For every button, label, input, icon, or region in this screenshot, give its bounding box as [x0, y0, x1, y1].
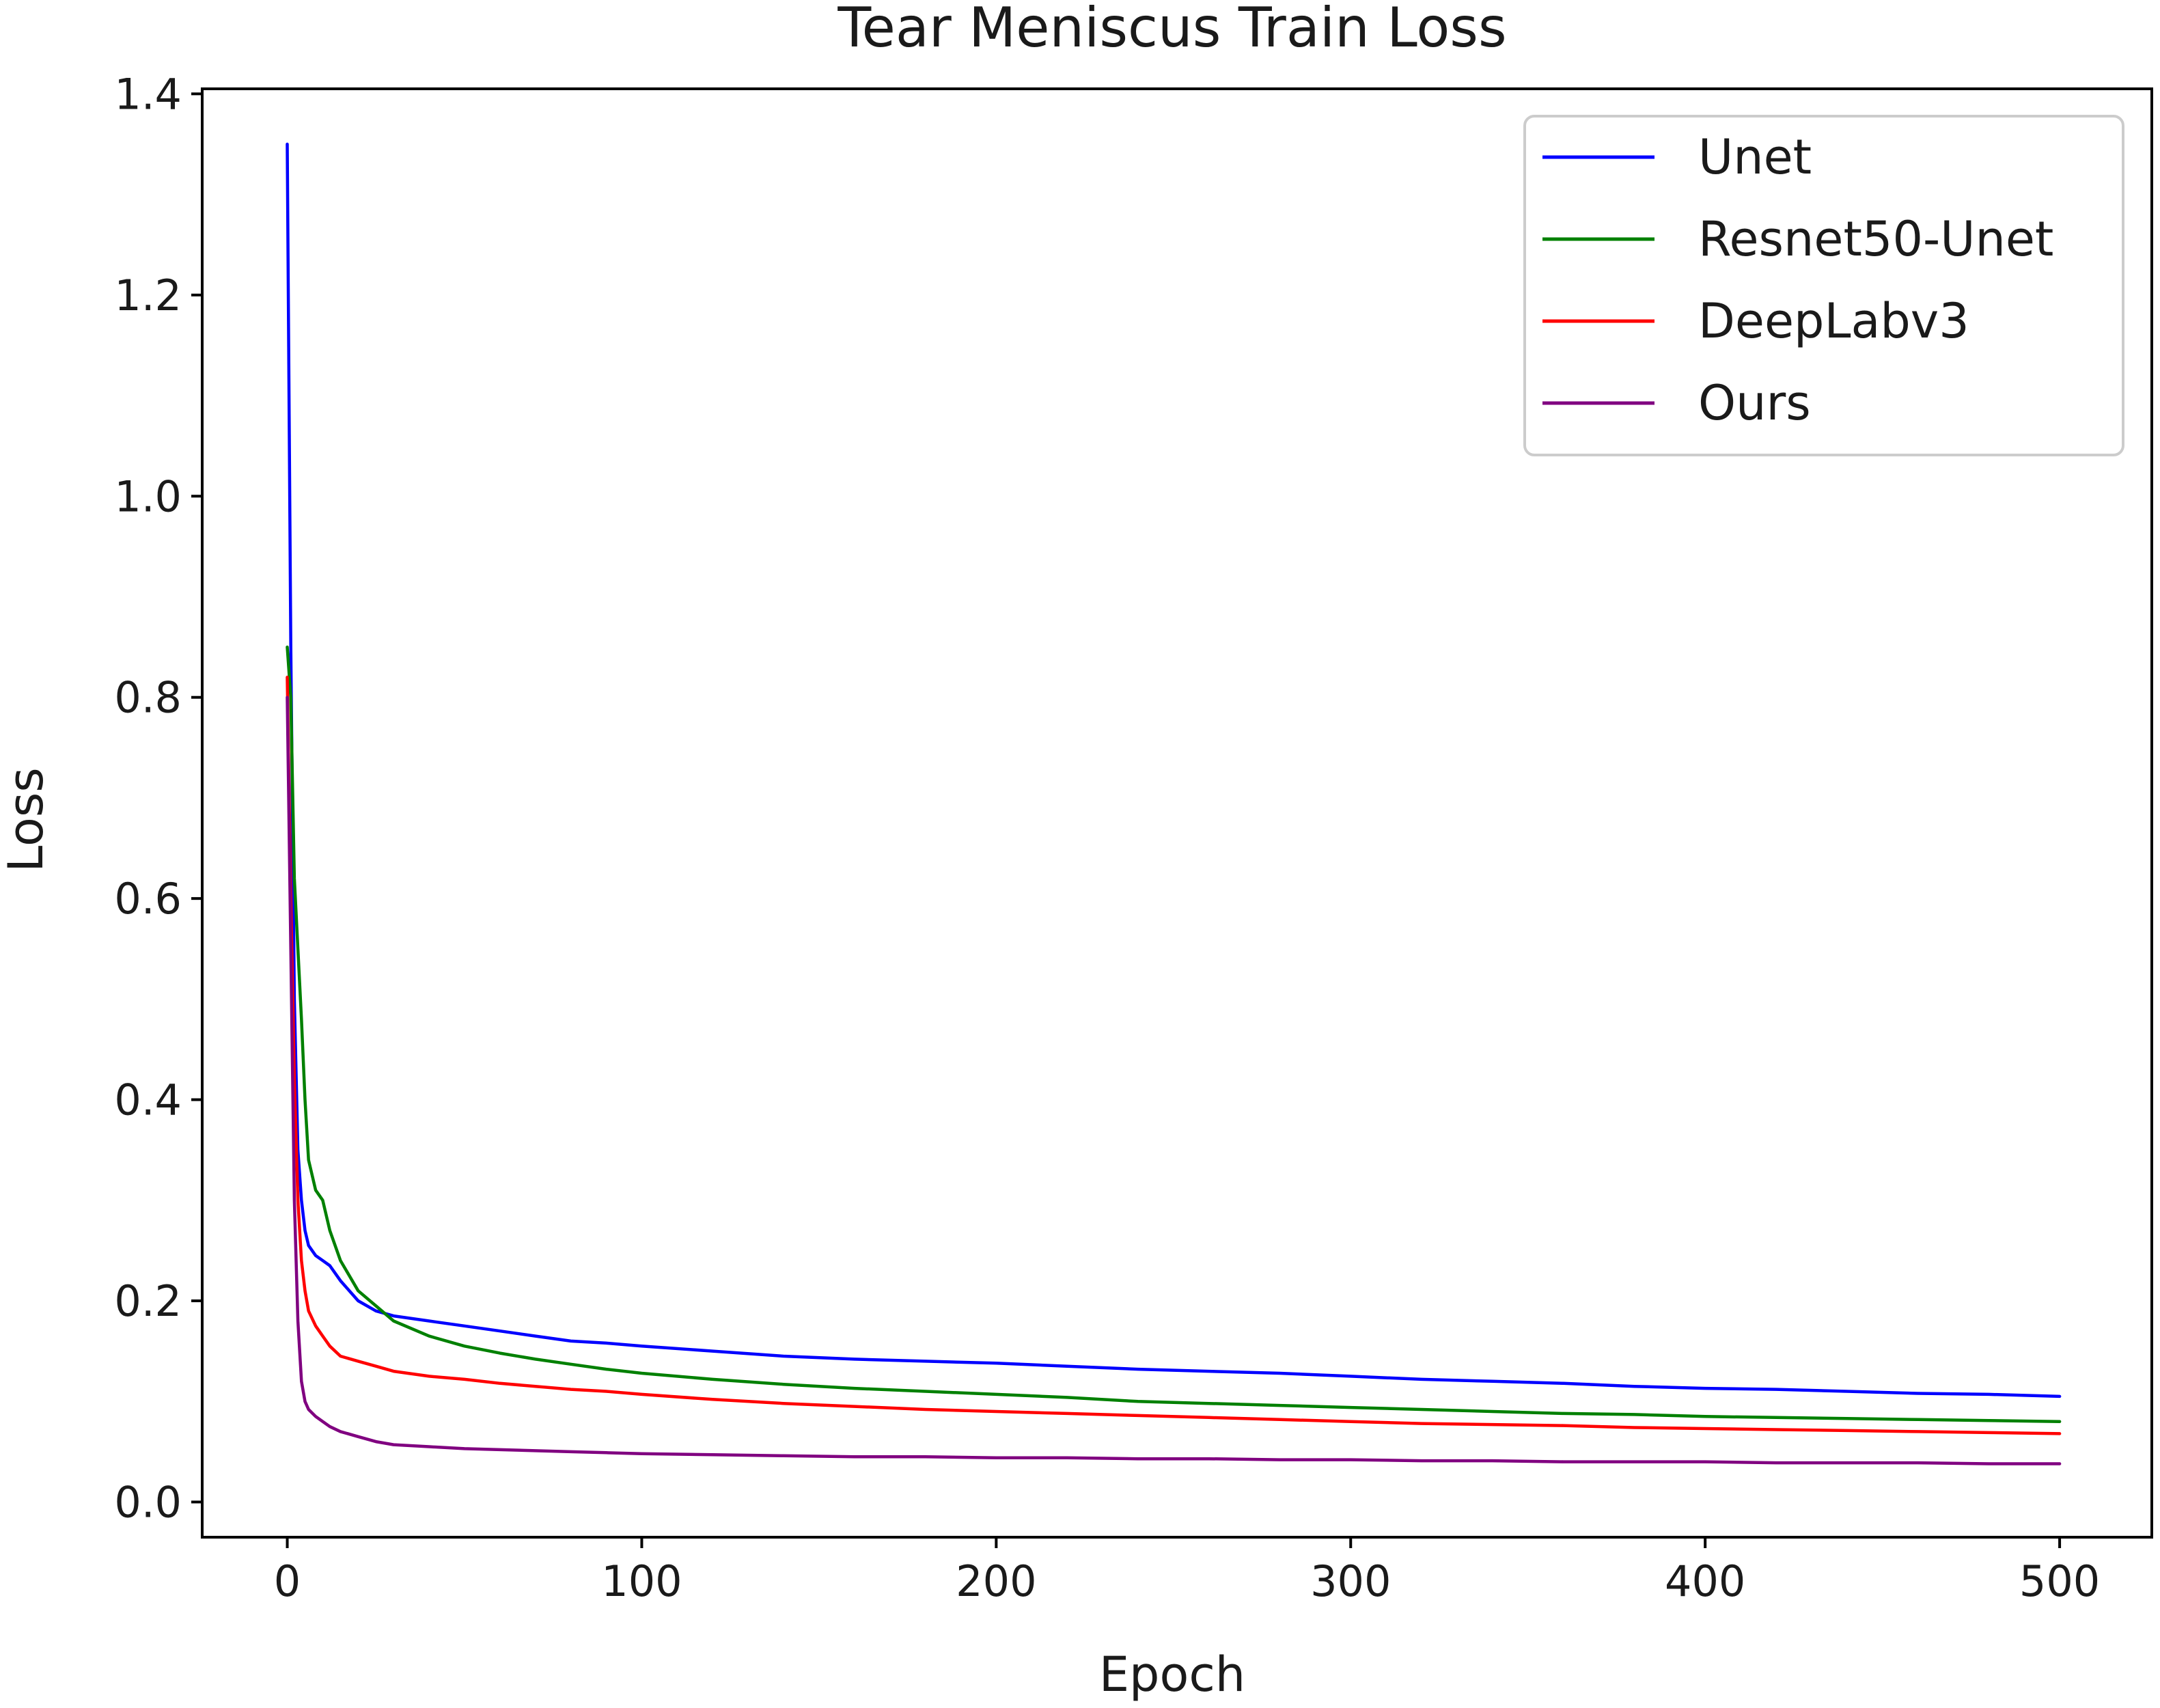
legend-box — [1523, 115, 2124, 456]
x-tick-label: 100 — [601, 1556, 682, 1606]
legend-label: Resnet50-Unet — [1698, 211, 2053, 267]
legend-label: Ours — [1698, 375, 1811, 431]
series-line-0 — [286, 142, 2062, 1399]
legend-label: DeepLabv3 — [1698, 293, 1969, 349]
y-axis: 0.0 0.2 0.4 0.6 0.8 1.0 1.2 1.4 — [114, 69, 202, 1527]
x-tick-label: 300 — [1310, 1556, 1391, 1606]
x-axis: 0 100 200 300 400 500 — [274, 1537, 2100, 1606]
y-axis-label: Loss — [0, 767, 54, 872]
plot-area — [286, 142, 2062, 1465]
chart-title: Tear Meniscus Train Loss — [837, 0, 1506, 59]
x-tick-label: 0 — [274, 1556, 301, 1606]
series-line-1 — [286, 645, 2062, 1423]
y-tick-label: 0.2 — [114, 1276, 182, 1326]
series-line-2 — [286, 676, 2062, 1435]
x-tick-label: 500 — [2019, 1556, 2100, 1606]
y-tick-label: 1.2 — [114, 271, 182, 320]
x-axis-label: Epoch — [1099, 1647, 1245, 1703]
y-tick-label: 0.8 — [114, 673, 182, 723]
y-tick-label: 0.6 — [114, 874, 182, 924]
series-line-3 — [286, 695, 2062, 1465]
x-tick-label: 400 — [1665, 1556, 1745, 1606]
y-tick-label: 1.0 — [114, 471, 182, 521]
y-tick-label: 0.4 — [114, 1075, 182, 1125]
legend-label: Unet — [1698, 129, 1812, 185]
plot-frame — [201, 87, 2153, 1539]
y-tick-label: 0.0 — [114, 1477, 182, 1527]
x-tick-label: 200 — [956, 1556, 1036, 1606]
y-tick-label: 1.4 — [114, 69, 182, 119]
legend: Unet Resnet50-Unet DeepLabv3 Ours — [1523, 115, 2124, 456]
